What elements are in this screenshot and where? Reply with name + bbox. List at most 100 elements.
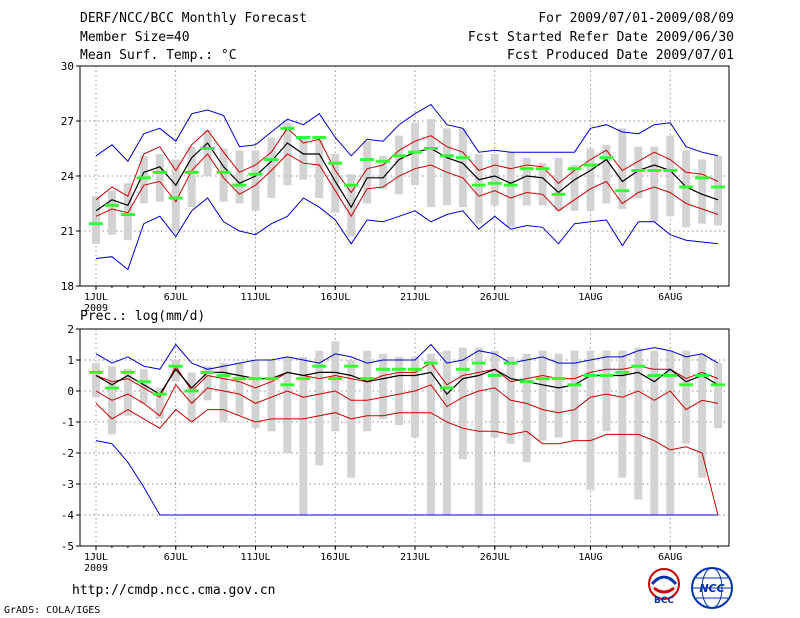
x-tick-label: 26JUL — [480, 552, 510, 563]
spread-box — [442, 128, 451, 206]
spread-box — [299, 139, 308, 180]
x-tick-label: 6AUG — [658, 292, 682, 303]
y-tick-label: 2 — [67, 323, 74, 336]
spread-box — [522, 157, 531, 206]
spread-box — [267, 137, 276, 198]
spread-box — [139, 155, 148, 204]
spread-box — [155, 387, 164, 419]
spread-box — [251, 360, 260, 429]
x-tick-label: 26JUL — [480, 292, 510, 303]
series-upper-line — [95, 362, 719, 398]
spread-box — [283, 356, 292, 453]
spread-box — [618, 128, 627, 209]
spread-box — [171, 360, 180, 382]
x-tick-label: 1JUL — [84, 552, 108, 563]
y-tick-label: 0 — [67, 385, 74, 398]
series-lower-line — [95, 383, 719, 417]
spread-box — [490, 350, 499, 438]
y-tick-label: 24 — [61, 170, 75, 183]
spread-box — [586, 148, 595, 211]
spread-box — [363, 350, 372, 432]
bcc-logo: BCC — [648, 568, 680, 606]
spread-box — [474, 154, 483, 224]
spread-box — [666, 135, 675, 217]
ncc-logo: NCC — [691, 567, 733, 609]
spread-box — [203, 130, 212, 176]
y-tick-label: 1 — [67, 354, 74, 367]
spread-box — [442, 350, 451, 515]
spread-box — [267, 360, 276, 432]
x-tick-label: 1JUL — [84, 292, 108, 303]
y-tick-label: 30 — [61, 60, 74, 73]
spread-box — [203, 366, 212, 401]
spread-box — [395, 135, 404, 195]
x-tick-label: 11JUL — [240, 552, 270, 563]
series-max-line — [95, 343, 719, 370]
x-tick-sublabel: 2009 — [84, 303, 108, 314]
spread-box — [235, 363, 244, 416]
y-tick-label: -2 — [61, 447, 74, 460]
spread-box — [714, 155, 723, 226]
spread-box — [554, 353, 563, 438]
spread-box — [650, 146, 659, 222]
spread-box — [490, 154, 499, 206]
forecast-period: For 2009/07/01-2009/08/09 — [538, 11, 734, 26]
x-tick-label: 6JUL — [164, 552, 188, 563]
spread-box — [155, 154, 164, 202]
spread-box — [570, 165, 579, 211]
spread-box — [538, 350, 547, 441]
spread-box — [426, 119, 435, 208]
spread-box — [187, 372, 196, 422]
series-max-line — [95, 103, 719, 163]
grads-credit: GrADS: COLA/IGES — [4, 605, 101, 616]
series-upper-line — [95, 127, 719, 201]
series-lower-line — [95, 153, 719, 218]
variable-label: Mean Surf. Temp.: °C — [80, 48, 237, 63]
spread-box — [92, 363, 100, 398]
spread-box — [107, 190, 116, 235]
y-tick-label: -5 — [61, 540, 74, 553]
x-tick-label: 16JUL — [320, 552, 350, 563]
x-tick-label: 21JUL — [400, 552, 430, 563]
spread-box — [411, 356, 419, 438]
spread-box — [315, 139, 324, 198]
series-lower2-line — [95, 403, 719, 516]
y-tick-label: 27 — [61, 115, 74, 128]
spread-box — [235, 150, 244, 204]
spread-box — [618, 350, 627, 478]
x-tick-sublabel: 2009 — [84, 563, 108, 574]
spread-box — [602, 350, 611, 432]
y-tick-label: -3 — [61, 478, 74, 491]
spread-box — [634, 347, 643, 500]
y-tick-label: -1 — [61, 416, 74, 429]
spread-box — [586, 350, 595, 491]
x-tick-label: 16JUL — [320, 292, 350, 303]
spread-box — [602, 144, 611, 204]
spread-box — [331, 341, 340, 432]
x-tick-label: 11JUL — [240, 292, 270, 303]
spread-box — [426, 353, 435, 515]
figure-title: DERF/NCC/BCC Monthly Forecast — [80, 11, 307, 26]
plot-frame — [79, 328, 730, 547]
precip-panel-title: Prec.: log(mm/d) — [80, 309, 206, 324]
forecast-started: Fcst Started Refer Date 2009/06/30 — [467, 30, 734, 45]
series-mean-line — [95, 142, 719, 212]
spread-box — [458, 347, 467, 460]
spread-box — [331, 154, 340, 213]
spread-box — [379, 353, 388, 419]
x-tick-label: 6JUL — [164, 292, 188, 303]
spread-box — [411, 122, 419, 186]
spread-box — [395, 356, 404, 426]
spread-box — [123, 369, 132, 416]
source-url[interactable]: http://cmdp.ncc.cma.gov.cn — [72, 583, 276, 598]
spread-box — [187, 146, 196, 208]
spread-box — [714, 363, 723, 429]
spread-box — [171, 159, 180, 231]
spread-box — [251, 150, 260, 211]
spread-box — [634, 146, 643, 198]
x-tick-label: 1AUG — [578, 292, 602, 303]
spread-box — [219, 363, 228, 422]
member-size: Member Size=40 — [80, 30, 190, 45]
